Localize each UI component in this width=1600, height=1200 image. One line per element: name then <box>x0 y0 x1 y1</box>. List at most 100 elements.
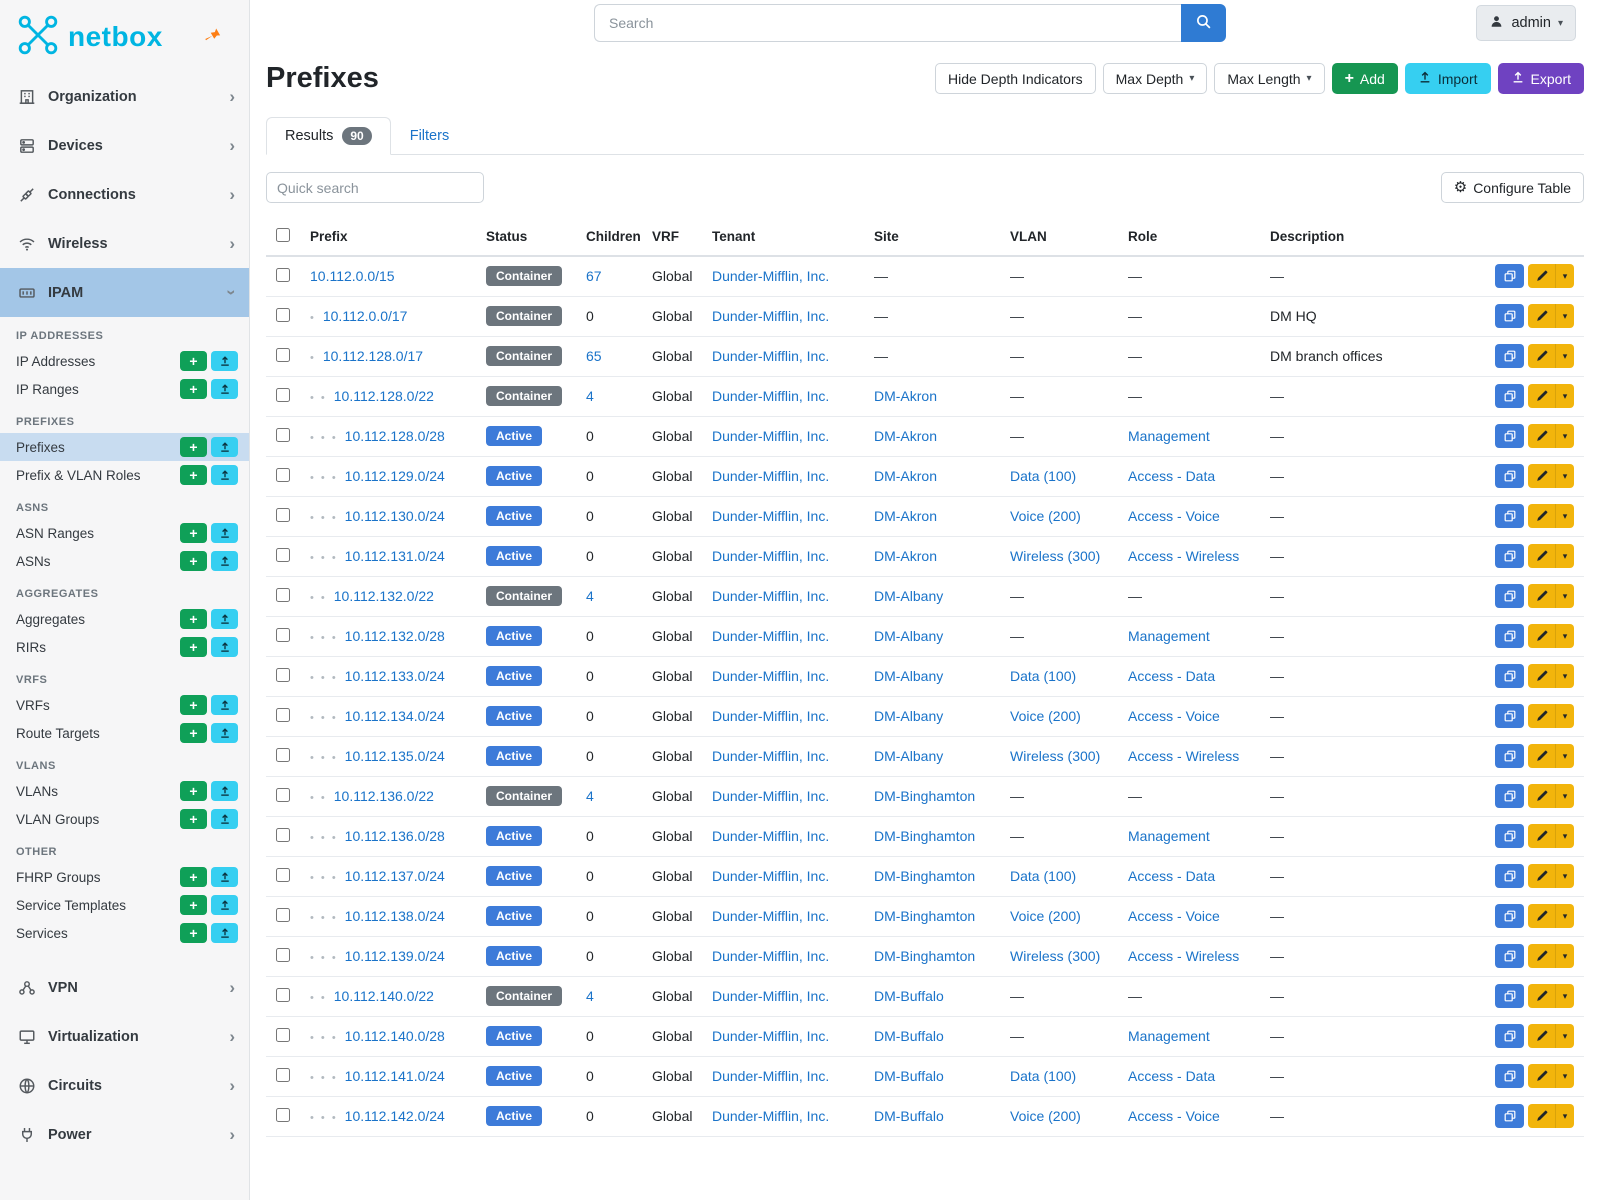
row-checkbox[interactable] <box>276 707 290 722</box>
pin-icon[interactable] <box>200 24 223 51</box>
add-button[interactable]: + <box>180 437 207 457</box>
copy-button[interactable] <box>1495 384 1524 408</box>
copy-button[interactable] <box>1495 504 1524 528</box>
children-count-link[interactable]: 4 <box>586 388 594 404</box>
role-link[interactable]: Management <box>1128 828 1210 844</box>
site-link[interactable]: DM-Albany <box>874 588 944 604</box>
netbox-logo-icon[interactable] <box>16 13 60 62</box>
tenant-link[interactable]: Dunder-Mifflin, Inc. <box>712 348 830 364</box>
role-link[interactable]: Access - Voice <box>1128 508 1220 524</box>
vlan-link[interactable]: Data (100) <box>1010 468 1077 484</box>
sidebar-item-fhrp-groups[interactable]: FHRP Groups + <box>0 863 249 891</box>
import-button[interactable] <box>211 465 238 485</box>
children-count-link[interactable]: 67 <box>586 268 602 285</box>
row-checkbox[interactable] <box>276 547 290 562</box>
row-menu-button[interactable]: ▾ <box>1555 504 1574 528</box>
add-button[interactable]: + <box>180 379 207 399</box>
row-checkbox[interactable] <box>276 747 290 762</box>
tenant-link[interactable]: Dunder-Mifflin, Inc. <box>712 948 830 964</box>
tenant-link[interactable]: Dunder-Mifflin, Inc. <box>712 1108 830 1124</box>
row-menu-button[interactable]: ▾ <box>1555 584 1574 608</box>
row-menu-button[interactable]: ▾ <box>1555 1024 1574 1048</box>
import-button[interactable] <box>211 379 238 399</box>
user-menu-button[interactable]: admin ▾ <box>1476 5 1576 41</box>
tenant-link[interactable]: Dunder-Mifflin, Inc. <box>712 1028 830 1044</box>
vlan-link[interactable]: Data (100) <box>1010 868 1077 884</box>
edit-button[interactable] <box>1528 664 1555 688</box>
site-link[interactable]: DM-Akron <box>874 428 938 444</box>
configure-table-button[interactable]: ⚙ Configure Table <box>1440 172 1584 203</box>
import-button[interactable] <box>211 809 238 829</box>
edit-button[interactable] <box>1528 384 1555 408</box>
prefix-link[interactable]: 10.112.142.0/24 <box>344 1108 445 1124</box>
copy-button[interactable] <box>1495 864 1524 888</box>
edit-button[interactable] <box>1528 624 1555 648</box>
row-checkbox[interactable] <box>276 347 290 362</box>
row-menu-button[interactable]: ▾ <box>1555 624 1574 648</box>
prefix-link[interactable]: 10.112.132.0/22 <box>333 588 434 604</box>
row-checkbox[interactable] <box>276 267 290 282</box>
prefix-link[interactable]: 10.112.140.0/28 <box>344 1028 445 1044</box>
role-link[interactable]: Management <box>1128 1028 1210 1044</box>
prefix-link[interactable]: 10.112.130.0/24 <box>344 508 445 524</box>
prefix-link[interactable]: 10.112.128.0/17 <box>322 348 424 364</box>
tenant-link[interactable]: Dunder-Mifflin, Inc. <box>712 668 830 684</box>
import-button[interactable]: Import <box>1404 63 1491 94</box>
import-button[interactable] <box>211 551 238 571</box>
sidebar-group-wireless[interactable]: Wireless › <box>0 219 249 268</box>
sidebar-item-vlan-groups[interactable]: VLAN Groups + <box>0 805 249 833</box>
import-button[interactable] <box>211 609 238 629</box>
add-button[interactable]: + <box>180 465 207 485</box>
tab-filters[interactable]: Filters <box>391 117 468 155</box>
sidebar-item-prefix-vlan-roles[interactable]: Prefix & VLAN Roles + <box>0 461 249 489</box>
children-count-link[interactable]: 65 <box>586 348 602 364</box>
row-menu-button[interactable]: ▾ <box>1555 304 1574 328</box>
row-menu-button[interactable]: ▾ <box>1555 784 1574 808</box>
add-button[interactable]: + <box>180 723 207 743</box>
edit-button[interactable] <box>1528 304 1555 328</box>
sidebar-item-ip-ranges[interactable]: IP Ranges + <box>0 375 249 403</box>
vlan-link[interactable]: Voice (200) <box>1010 908 1081 924</box>
row-checkbox[interactable] <box>276 387 290 402</box>
row-checkbox[interactable] <box>276 987 290 1002</box>
row-checkbox[interactable] <box>276 947 290 962</box>
hide-depth-indicators-button[interactable]: Hide Depth Indicators <box>935 63 1096 94</box>
role-link[interactable]: Access - Voice <box>1128 908 1220 924</box>
vlan-link[interactable]: Voice (200) <box>1010 708 1081 724</box>
row-checkbox[interactable] <box>276 907 290 922</box>
import-button[interactable] <box>211 437 238 457</box>
tenant-link[interactable]: Dunder-Mifflin, Inc. <box>712 428 830 444</box>
site-link[interactable]: DM-Albany <box>874 668 944 684</box>
copy-button[interactable] <box>1495 1064 1524 1088</box>
quick-search-input[interactable] <box>266 172 484 203</box>
sidebar-group-devices[interactable]: Devices › <box>0 121 249 170</box>
copy-button[interactable] <box>1495 584 1524 608</box>
prefix-link[interactable]: 10.112.141.0/24 <box>344 1068 445 1084</box>
import-button[interactable] <box>211 351 238 371</box>
global-search-input[interactable] <box>594 4 1181 42</box>
prefix-link[interactable]: 10.112.136.0/28 <box>344 828 445 844</box>
row-checkbox[interactable] <box>276 667 290 682</box>
role-link[interactable]: Access - Data <box>1128 868 1216 884</box>
site-link[interactable]: DM-Albany <box>874 748 944 764</box>
sidebar-item-asn-ranges[interactable]: ASN Ranges + <box>0 519 249 547</box>
row-checkbox[interactable] <box>276 787 290 802</box>
row-checkbox[interactable] <box>276 827 290 842</box>
copy-button[interactable] <box>1495 784 1524 808</box>
copy-button[interactable] <box>1495 744 1524 768</box>
add-button[interactable]: + <box>180 609 207 629</box>
site-link[interactable]: DM-Albany <box>874 628 944 644</box>
import-button[interactable] <box>211 923 238 943</box>
row-menu-button[interactable]: ▾ <box>1555 664 1574 688</box>
prefix-link[interactable]: 10.112.129.0/24 <box>344 468 445 484</box>
prefix-link[interactable]: 10.112.132.0/28 <box>344 628 445 644</box>
sidebar-item-services[interactable]: Services + <box>0 919 249 947</box>
import-button[interactable] <box>211 695 238 715</box>
edit-button[interactable] <box>1528 864 1555 888</box>
role-link[interactable]: Access - Voice <box>1128 1108 1220 1124</box>
tab-results[interactable]: Results 90 <box>266 117 391 155</box>
sidebar-item-route-targets[interactable]: Route Targets + <box>0 719 249 747</box>
tenant-link[interactable]: Dunder-Mifflin, Inc. <box>712 908 830 924</box>
row-menu-button[interactable]: ▾ <box>1555 864 1574 888</box>
sidebar-item-prefixes[interactable]: Prefixes + <box>0 433 249 461</box>
